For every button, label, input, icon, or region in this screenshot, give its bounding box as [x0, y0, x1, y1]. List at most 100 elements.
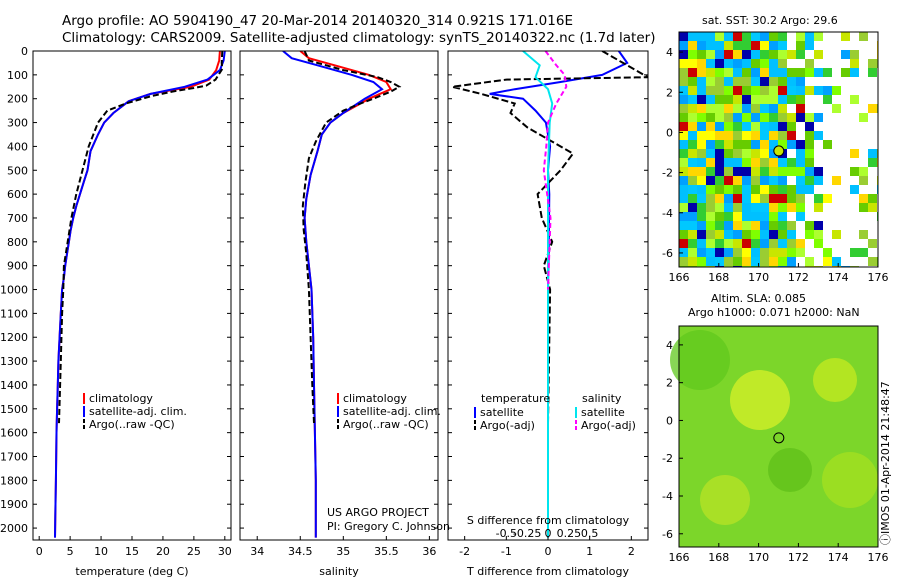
sdiff-tick-label: -0.5	[496, 527, 517, 540]
sst-cell	[751, 86, 760, 95]
sst-cell	[796, 203, 805, 212]
sst-cell	[679, 77, 688, 86]
series-line-climatology	[299, 51, 393, 538]
sst-cell	[751, 257, 760, 266]
sst-cell	[733, 131, 742, 140]
sst-cell	[760, 167, 769, 176]
sst-cell	[823, 86, 832, 95]
sst-map-xtick-label: 174	[828, 271, 849, 284]
sst-cell	[679, 158, 688, 167]
sst-cell	[724, 194, 733, 203]
sst-cell	[742, 239, 751, 248]
series-line-temperature-argo-adj-	[451, 51, 648, 424]
depth-tick-label: 1800	[0, 474, 28, 487]
sst-cell	[769, 212, 778, 221]
sst-cell	[742, 113, 751, 122]
depth-tick-label: 900	[7, 260, 28, 273]
sst-cell	[679, 122, 688, 131]
sst-cell	[706, 41, 715, 50]
sst-cell	[706, 239, 715, 248]
sst-cell	[751, 248, 760, 257]
sst-cell	[769, 86, 778, 95]
sst-cell	[778, 203, 787, 212]
sdiff-tick-label: -0.25	[513, 527, 541, 540]
sst-cell	[796, 86, 805, 95]
difference-legend-s-label: satellite	[581, 406, 625, 419]
sst-cell	[697, 149, 706, 158]
sst-cell	[679, 203, 688, 212]
sst-cell	[805, 167, 814, 176]
sst-cell	[715, 194, 724, 203]
salinity-tick-label: 36	[422, 545, 436, 558]
sst-cell	[814, 203, 823, 212]
temperature-tick-label: 20	[156, 545, 170, 558]
sst-cell	[697, 59, 706, 68]
sst-cell	[688, 32, 697, 41]
sst-map-xtick-label: 168	[708, 271, 729, 284]
sst-cell	[697, 140, 706, 149]
sst-cell	[733, 77, 742, 86]
temperature-tick-label: 30	[218, 545, 232, 558]
sst-cell	[796, 248, 805, 257]
sst-cell	[715, 50, 724, 59]
sst-cell	[823, 248, 832, 257]
sst-cell	[688, 86, 697, 95]
sst-cell	[742, 140, 751, 149]
sst-cell	[733, 194, 742, 203]
sst-cell	[688, 50, 697, 59]
sst-cell	[760, 140, 769, 149]
sst-cell	[724, 167, 733, 176]
sla-blob	[768, 448, 812, 492]
sst-cell	[706, 113, 715, 122]
sst-cell	[823, 68, 832, 77]
sst-map-xtick-label: 170	[748, 271, 769, 284]
sst-cell	[760, 95, 769, 104]
sst-cell	[787, 95, 796, 104]
sst-cell	[787, 68, 796, 77]
sst-cell	[850, 185, 859, 194]
sst-cell	[805, 140, 814, 149]
sst-cell	[832, 257, 841, 266]
sst-cell	[697, 77, 706, 86]
sst-cell	[805, 149, 814, 158]
sst-cell	[742, 185, 751, 194]
sst-cell	[832, 104, 841, 113]
sst-cell	[751, 104, 760, 113]
sst-cell	[679, 185, 688, 194]
sst-cell	[733, 32, 742, 41]
sst-cell	[715, 149, 724, 158]
sst-cell	[733, 59, 742, 68]
sst-cell	[706, 131, 715, 140]
sst-cell	[814, 68, 823, 77]
sst-cell	[778, 230, 787, 239]
sst-cell	[742, 221, 751, 230]
sst-cell	[796, 158, 805, 167]
sst-cell	[751, 32, 760, 41]
series-line-climatology	[54, 51, 221, 538]
sst-cell	[724, 176, 733, 185]
sst-cell	[697, 221, 706, 230]
sdiff-tick-label: 0.5	[581, 527, 599, 540]
sst-map-ytick-label: -2	[662, 167, 673, 180]
sst-cell	[778, 167, 787, 176]
sst-cell	[832, 86, 841, 95]
sst-cell	[751, 230, 760, 239]
sst-cell	[715, 59, 724, 68]
sst-cell	[706, 50, 715, 59]
sst-cell	[769, 230, 778, 239]
sst-cell	[805, 230, 814, 239]
temperature-legend-label: Argo(..raw -QC)	[89, 418, 175, 431]
temperature-tick-label: 10	[94, 545, 108, 558]
sst-cell	[760, 50, 769, 59]
sst-cell	[760, 41, 769, 50]
sst-cell	[724, 68, 733, 77]
sdiff-tick-label: 0	[545, 527, 552, 540]
sst-cell	[760, 194, 769, 203]
sst-map-ytick-label: 2	[666, 86, 673, 99]
sst-cell	[778, 86, 787, 95]
sst-cell	[706, 86, 715, 95]
figure-title-line2: Climatology: CARS2009. Satellite-adjuste…	[62, 30, 656, 46]
sst-cell	[697, 131, 706, 140]
sst-cell	[778, 113, 787, 122]
sst-cell	[679, 86, 688, 95]
